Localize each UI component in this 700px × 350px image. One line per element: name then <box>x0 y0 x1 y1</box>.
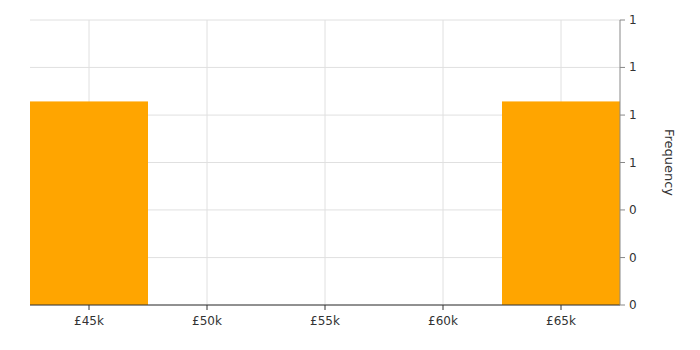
y-tick-label: 1 <box>629 156 637 170</box>
x-tick <box>443 305 444 310</box>
x-tick <box>89 305 90 310</box>
histogram-bar <box>30 101 148 305</box>
y-tick-label: 1 <box>629 108 637 122</box>
x-tick-label: £65k <box>546 314 576 328</box>
y-tick-label: 0 <box>629 203 637 217</box>
y-tick <box>620 257 625 258</box>
x-grid-line <box>443 20 444 305</box>
x-tick <box>561 305 562 310</box>
y-tick <box>620 20 625 21</box>
histogram-bar <box>502 101 620 305</box>
y-tick-label: 0 <box>629 298 637 312</box>
y-tick <box>620 305 625 306</box>
x-tick-label: £50k <box>192 314 222 328</box>
y-tick-label: 1 <box>629 60 637 74</box>
bars <box>30 101 620 305</box>
x-tick <box>325 305 326 310</box>
grid <box>30 20 620 305</box>
x-grid-line <box>207 20 208 305</box>
y-tick <box>620 162 625 163</box>
axes: £45k £50k £55k £60k £65k 0 0 0 1 1 1 1 <box>30 13 637 328</box>
chart: £45k £50k £55k £60k £65k 0 0 0 1 1 1 1 Frequency <box>0 0 700 350</box>
y-tick <box>620 209 625 210</box>
y-tick-label: 0 <box>629 251 637 265</box>
x-tick-label: £55k <box>310 314 340 328</box>
x-tick-label: £60k <box>428 314 458 328</box>
y-tick <box>620 115 625 116</box>
y-axis-label: Frequency <box>662 129 677 196</box>
x-tick-label: £45k <box>74 314 104 328</box>
y-tick-label: 1 <box>629 13 637 27</box>
x-tick <box>207 305 208 310</box>
y-tick <box>620 67 625 68</box>
x-grid-line <box>325 20 326 305</box>
